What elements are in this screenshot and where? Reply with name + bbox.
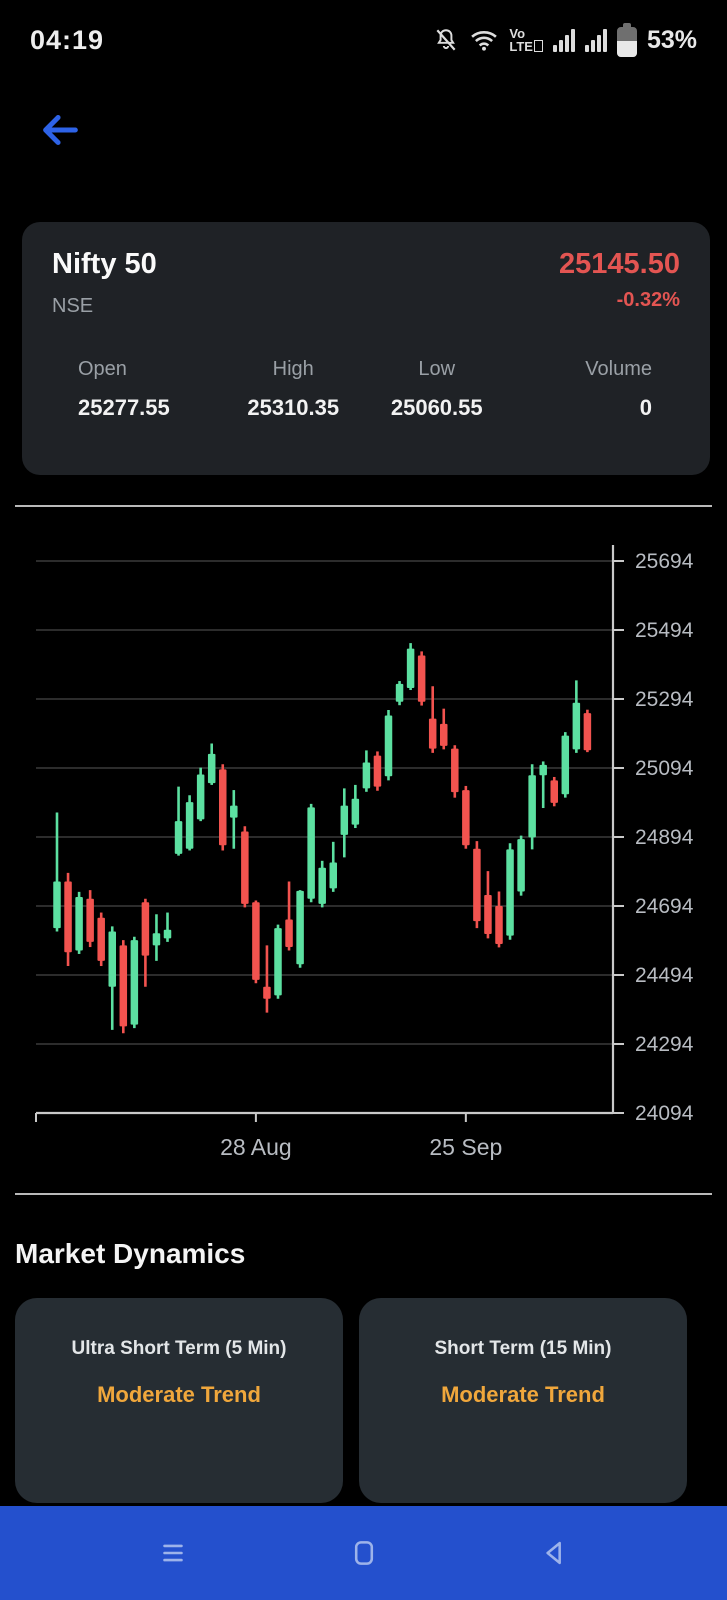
- x-tick-label: 28 Aug: [220, 1134, 292, 1160]
- y-tick-label: 24494: [635, 964, 694, 987]
- y-tick-label: 25494: [635, 619, 694, 642]
- y-tick-label: 25094: [635, 757, 694, 780]
- candle-up: [362, 762, 371, 789]
- candle-up: [384, 715, 393, 777]
- stat-high: High 25310.35: [247, 358, 340, 420]
- candle-down: [97, 917, 105, 961]
- candle-up: [185, 802, 194, 849]
- market-dynamics-cards: Ultra Short Term (5 Min) Moderate Trend …: [15, 1298, 727, 1503]
- candle-down: [495, 906, 503, 944]
- back-nav-icon[interactable]: [531, 1530, 577, 1576]
- candle-down: [473, 848, 481, 922]
- candle-up: [572, 702, 581, 750]
- candle-down: [119, 945, 128, 1027]
- status-icons: Vo LTE 53%: [433, 23, 697, 57]
- battery-percentage: 53%: [646, 25, 697, 54]
- candle-down: [550, 780, 558, 803]
- candle-down: [417, 655, 426, 702]
- stat-volume: Volume 0: [585, 358, 652, 420]
- candle-down: [484, 894, 492, 934]
- divider-top: [15, 505, 712, 507]
- candle-down: [440, 723, 448, 746]
- candle-up: [351, 798, 360, 825]
- candle-down: [252, 902, 260, 980]
- wifi-icon: [469, 27, 499, 53]
- candle-down: [373, 755, 382, 787]
- candle-up: [539, 764, 547, 776]
- md-card-title: Ultra Short Term (5 Min): [71, 1338, 287, 1359]
- candle-up: [506, 849, 514, 936]
- candle-up: [75, 897, 83, 951]
- candle-up: [561, 735, 570, 795]
- candle-up: [395, 683, 404, 702]
- y-tick-label: 24694: [635, 895, 694, 918]
- battery-icon: [616, 23, 637, 57]
- recents-icon[interactable]: [150, 1530, 196, 1576]
- candle-up: [152, 933, 161, 946]
- section-title: Market Dynamics: [15, 1238, 246, 1269]
- notifications-off-icon: [433, 27, 459, 53]
- candlestick-chart[interactable]: 25694 25494 25294 25094 24894 24694 24494 24294…: [0, 520, 727, 1180]
- quote-stats-row: Open 25277.55 High 25310.35 Low 25060.55…: [52, 358, 680, 421]
- home-icon[interactable]: [341, 1530, 387, 1576]
- status-bar: 04:19 Vo LTE: [0, 0, 727, 80]
- x-tick-label: 25 Sep: [429, 1134, 502, 1160]
- md-card-ultra-short-term[interactable]: Ultra Short Term (5 Min) Moderate Trend: [15, 1298, 343, 1503]
- candle-up: [307, 807, 315, 899]
- candle-down: [64, 881, 72, 953]
- candle-up: [207, 753, 216, 784]
- signal-bars-sim2: [584, 28, 607, 52]
- candle-up: [406, 648, 415, 688]
- md-card-value: Moderate Trend: [441, 1382, 605, 1407]
- status-clock: 04:19: [30, 24, 105, 55]
- signal-bars-sim1: [552, 28, 575, 52]
- stat-low: Low 25060.55: [390, 358, 483, 420]
- last-price: 25145.50: [559, 248, 680, 280]
- candle-up: [340, 805, 349, 835]
- y-tick-label: 25694: [635, 550, 694, 573]
- quote-card: Nifty 50 NSE 25145.50 -0.32% Open 25277.…: [22, 222, 710, 475]
- y-tick-label: 24294: [635, 1033, 694, 1056]
- symbol-name: Nifty 50: [52, 248, 157, 280]
- system-nav-bar: [0, 1506, 727, 1600]
- candle-down: [462, 790, 470, 846]
- y-tick-label: 25294: [635, 688, 694, 711]
- candle-up: [108, 931, 116, 987]
- candle-up: [318, 867, 326, 904]
- candle-up: [528, 775, 536, 838]
- volte-indicator: Vo LTE: [509, 27, 543, 53]
- candle-down: [583, 713, 592, 751]
- candle-up: [329, 862, 337, 889]
- candle-down: [428, 718, 437, 749]
- md-card-value: Moderate Trend: [97, 1382, 261, 1407]
- candle-down: [241, 831, 249, 904]
- candle-up: [296, 890, 304, 965]
- candle-up: [274, 928, 282, 996]
- candle-up: [130, 940, 139, 1025]
- candle-up: [196, 774, 205, 820]
- candle-up: [163, 929, 172, 939]
- divider-bottom: [15, 1193, 712, 1195]
- back-button[interactable]: [30, 100, 90, 160]
- candle-down: [219, 769, 227, 846]
- candle-down: [285, 919, 293, 948]
- stat-open: Open 25277.55: [78, 358, 170, 420]
- y-tick-label: 24894: [635, 826, 694, 849]
- back-arrow-icon: [37, 107, 83, 153]
- md-card-title: Short Term (15 Min): [434, 1338, 612, 1359]
- candle-down: [263, 986, 271, 999]
- candle-down: [86, 898, 94, 942]
- candle-down: [141, 902, 150, 956]
- y-tick-label: 24094: [635, 1102, 694, 1125]
- md-card-short-term[interactable]: Short Term (15 Min) Moderate Trend: [359, 1298, 687, 1503]
- candle-up: [174, 821, 183, 854]
- candle-up: [230, 805, 238, 818]
- candle-up: [517, 839, 525, 892]
- change-percent: -0.32%: [616, 289, 680, 311]
- candle-down: [451, 748, 459, 793]
- candle-up: [53, 881, 61, 929]
- exchange-label: NSE: [52, 295, 94, 317]
